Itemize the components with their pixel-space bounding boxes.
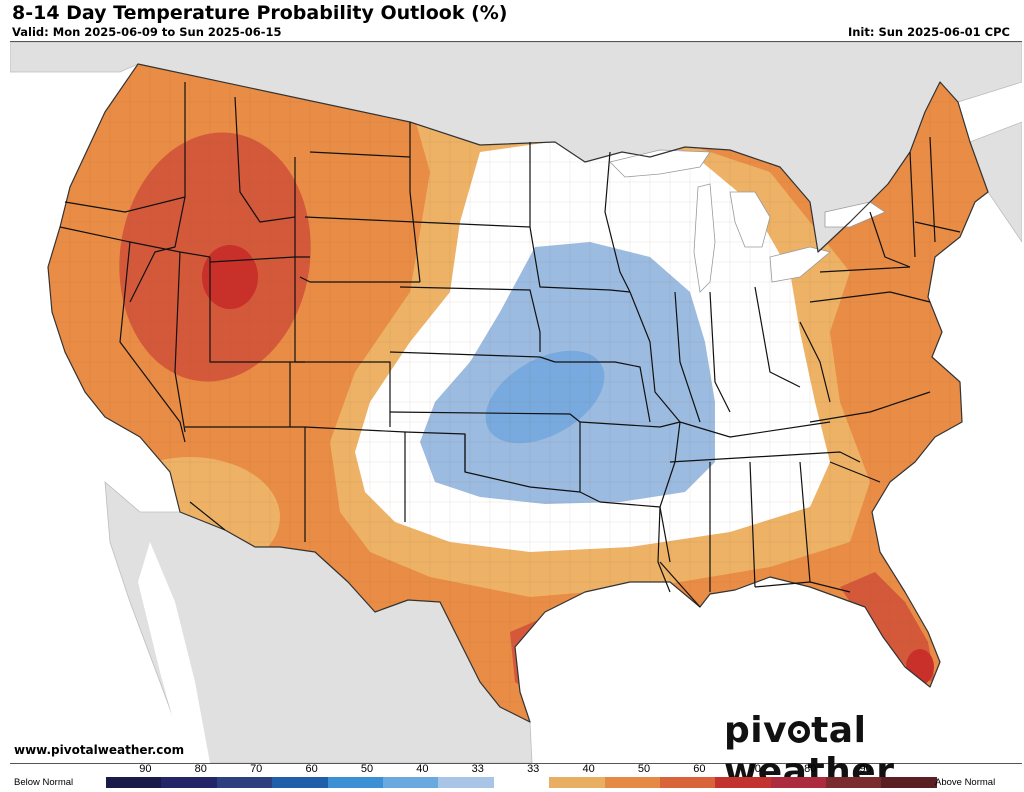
brand-text-left: piv xyxy=(724,710,788,751)
legend-tick-label: 40 xyxy=(416,763,429,775)
sun-icon xyxy=(788,721,811,743)
legend-tick-label: 70 xyxy=(748,763,761,775)
legend-swatch xyxy=(715,777,771,788)
legend-swatch xyxy=(216,777,273,788)
foreign-land xyxy=(10,42,1022,763)
state-boundaries xyxy=(47,63,989,723)
outlook-map xyxy=(10,41,1022,764)
county-grid xyxy=(48,64,988,722)
legend-swatch xyxy=(604,777,660,788)
legend-swatch xyxy=(549,777,605,788)
legend-above-label: Above Normal xyxy=(935,777,996,788)
legend-tick-label: 50 xyxy=(360,763,374,775)
website-url: www.pivotalweather.com xyxy=(14,743,185,757)
legend-swatch xyxy=(272,777,328,788)
legend-swatch xyxy=(161,777,217,788)
legend-swatch xyxy=(493,777,550,788)
page-title: 8-14 Day Temperature Probability Outlook… xyxy=(12,2,508,24)
legend-tick-label: 90 xyxy=(859,763,872,775)
legend-swatch xyxy=(382,777,439,788)
valid-period: Valid: Mon 2025-06-09 to Sun 2025-06-15 xyxy=(12,25,282,39)
legend-tick-label: 80 xyxy=(194,763,207,775)
color-legend: Below Normal 90 80 70 60 50 40 33 33 40 50 60 70 80 9… xyxy=(0,763,1024,791)
legend-tick-label: 50 xyxy=(637,763,651,775)
legend-tick-label: 33 xyxy=(527,763,540,775)
legend-below-label: Below Normal xyxy=(14,777,74,788)
legend-tick-label: 80 xyxy=(804,763,817,775)
legend-swatch xyxy=(438,777,494,788)
legend-tick-label: 33 xyxy=(471,763,484,775)
legend-swatch xyxy=(106,777,162,788)
legend-tick-label: 60 xyxy=(693,763,706,775)
legend-tick-label: 90 xyxy=(139,763,152,775)
legend-tick-label: 40 xyxy=(582,763,595,775)
legend-swatch xyxy=(659,777,716,788)
legend-tick-label: 60 xyxy=(305,763,318,775)
legend-tick-label: 70 xyxy=(250,763,263,775)
legend-swatch xyxy=(770,777,827,788)
legend-ticks: 90 80 70 60 50 40 33 33 40 50 60 70 80 90 xyxy=(106,763,938,777)
legend-bar xyxy=(106,777,937,788)
great-lakes xyxy=(609,149,886,293)
init-time: Init: Sun 2025-06-01 CPC xyxy=(847,25,1010,39)
legend-swatch xyxy=(327,777,383,788)
legend-swatch xyxy=(826,777,882,788)
legend-swatch xyxy=(881,777,937,788)
